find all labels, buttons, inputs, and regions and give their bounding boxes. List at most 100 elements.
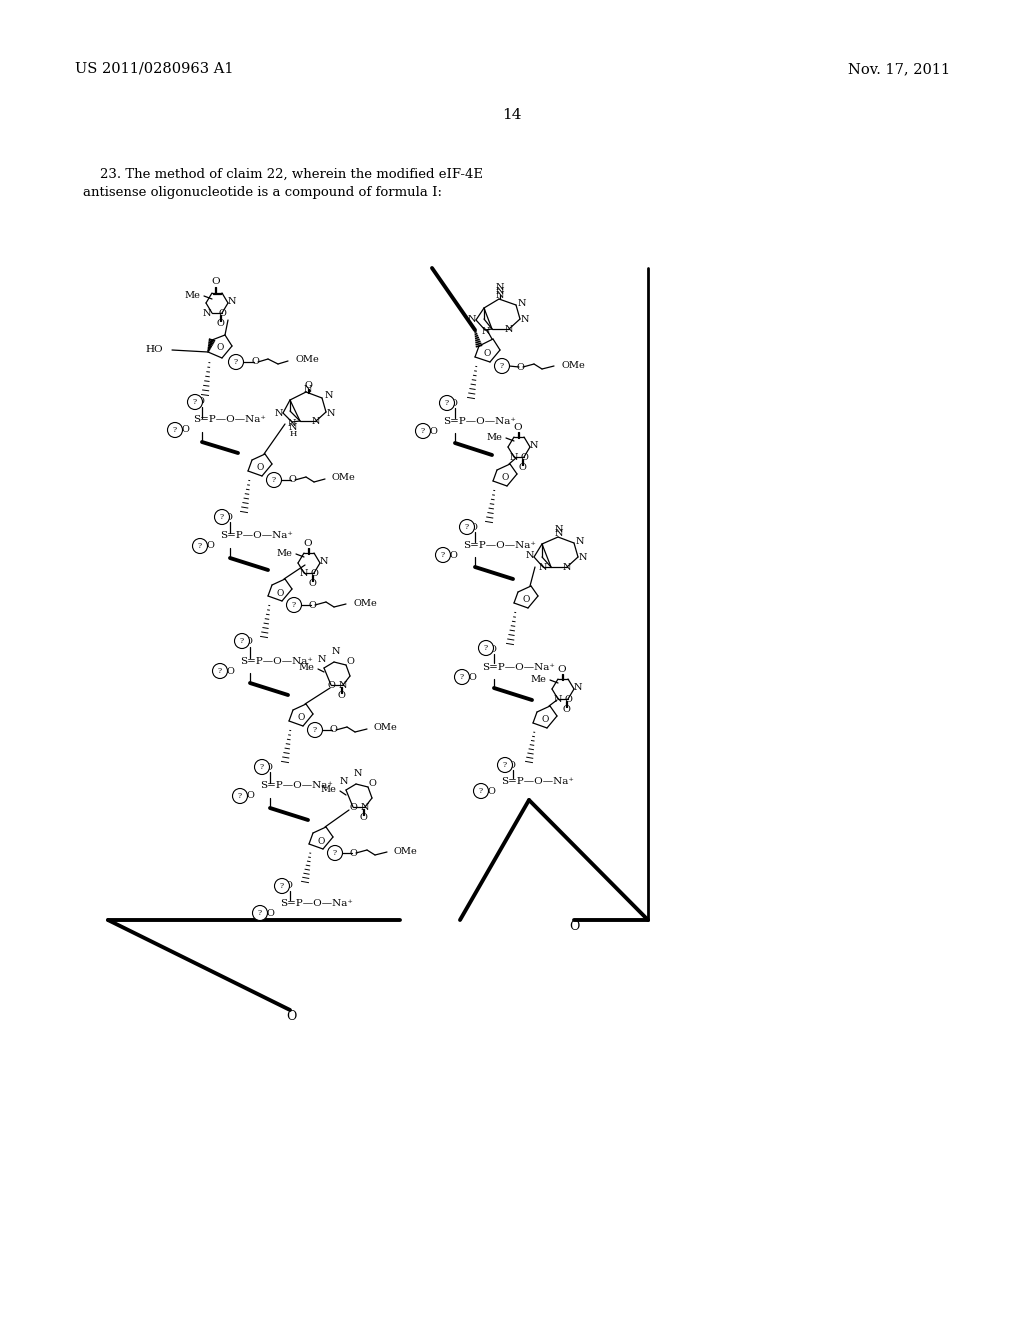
Text: O: O (329, 726, 337, 734)
Circle shape (439, 396, 455, 411)
Circle shape (328, 846, 342, 861)
Text: O: O (276, 589, 284, 598)
Text: N: N (574, 684, 583, 693)
Text: N: N (353, 768, 362, 777)
Text: O: O (286, 1010, 296, 1023)
Text: N: N (505, 326, 513, 334)
Text: O: O (359, 813, 367, 821)
Text: N: N (339, 681, 347, 690)
Text: O: O (244, 638, 252, 647)
Text: ?: ? (484, 644, 488, 652)
Text: N: N (496, 288, 504, 297)
Text: ?: ? (260, 763, 264, 771)
Text: S=P—O—Na⁺: S=P—O—Na⁺ (463, 540, 536, 549)
Circle shape (168, 422, 182, 437)
Text: N: N (496, 292, 504, 301)
Text: 14: 14 (502, 108, 522, 121)
Text: N: N (539, 564, 547, 573)
Text: ?: ? (240, 638, 244, 645)
Text: O: O (308, 601, 316, 610)
Circle shape (435, 548, 451, 562)
Text: US 2011/0280963 A1: US 2011/0280963 A1 (75, 62, 233, 77)
Text: O: O (346, 656, 354, 665)
Text: OMe: OMe (394, 846, 418, 855)
Circle shape (287, 598, 301, 612)
Text: O: O (218, 309, 226, 318)
Text: N: N (311, 417, 321, 426)
Text: N: N (481, 326, 490, 335)
Text: S=P—O—Na⁺: S=P—O—Na⁺ (280, 899, 353, 908)
Text: O: O (297, 714, 305, 722)
Text: ?: ? (233, 358, 238, 366)
Text: OMe: OMe (353, 598, 377, 607)
Text: O: O (516, 363, 524, 371)
Text: S=P—O—Na⁺: S=P—O—Na⁺ (220, 532, 293, 540)
Text: Me: Me (276, 549, 292, 557)
Circle shape (478, 640, 494, 656)
Text: N: N (554, 696, 562, 705)
Circle shape (460, 520, 474, 535)
Text: ?: ? (193, 399, 197, 407)
Text: N: N (288, 418, 296, 428)
Text: N: N (555, 525, 563, 535)
Text: N: N (468, 314, 476, 323)
Text: O: O (514, 422, 522, 432)
Text: N: N (563, 564, 571, 573)
Text: S=P—O—Na⁺: S=P—O—Na⁺ (193, 416, 266, 425)
Text: O: O (483, 350, 490, 359)
Text: N: N (327, 408, 336, 417)
Text: O: O (304, 380, 312, 389)
Circle shape (495, 359, 510, 374)
Circle shape (228, 355, 244, 370)
Text: N: N (203, 309, 211, 318)
Text: Me: Me (530, 675, 546, 684)
Circle shape (274, 879, 290, 894)
Text: N: N (325, 392, 334, 400)
Text: O: O (304, 539, 312, 548)
Text: ?: ? (218, 667, 222, 675)
Text: ?: ? (292, 601, 296, 609)
Text: N: N (530, 441, 539, 450)
Text: N: N (496, 284, 504, 293)
Text: Me: Me (321, 785, 336, 795)
Text: H: H (290, 430, 297, 438)
Text: O: O (284, 882, 292, 891)
Text: O: O (520, 454, 528, 462)
Text: O: O (507, 760, 515, 770)
Text: N: N (304, 384, 312, 393)
Text: O: O (450, 399, 457, 408)
Text: O: O (226, 667, 233, 676)
Text: O: O (337, 690, 345, 700)
Text: N: N (518, 298, 526, 308)
Text: O: O (522, 595, 529, 605)
Circle shape (214, 510, 229, 524)
Text: O: O (212, 277, 220, 286)
Text: O: O (327, 681, 335, 690)
Text: O: O (502, 474, 509, 483)
Text: O: O (518, 462, 526, 471)
Text: N: N (510, 454, 518, 462)
Circle shape (213, 664, 227, 678)
Text: N: N (579, 553, 588, 562)
Text: N: N (228, 297, 237, 306)
Circle shape (232, 788, 248, 804)
Text: O: O (558, 664, 566, 673)
Text: ?: ? (500, 362, 504, 370)
Text: O: O (206, 541, 214, 550)
Text: ?: ? (220, 513, 224, 521)
Text: O: O (488, 644, 496, 653)
Text: N: N (555, 529, 563, 539)
Text: ?: ? (198, 543, 202, 550)
Text: O: O (487, 787, 495, 796)
Text: O: O (468, 672, 476, 681)
Text: N: N (332, 648, 340, 656)
Text: HO: HO (145, 346, 163, 355)
Text: O: O (288, 475, 296, 484)
Circle shape (187, 395, 203, 409)
Text: N: N (521, 315, 529, 325)
Text: N: N (289, 424, 297, 433)
Text: N: N (274, 408, 283, 417)
Text: O: O (246, 792, 254, 800)
Text: Me: Me (486, 433, 502, 441)
Text: N: N (319, 557, 329, 566)
